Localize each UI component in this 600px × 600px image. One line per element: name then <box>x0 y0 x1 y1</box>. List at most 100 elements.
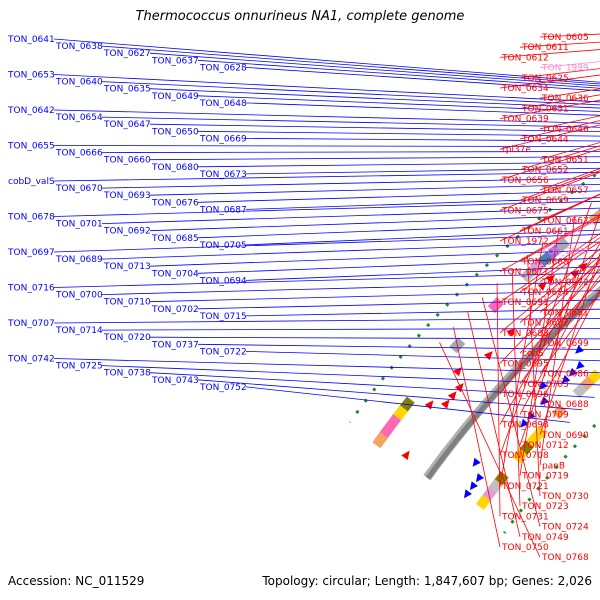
leader-line-right <box>499 214 600 272</box>
leader-line-right <box>511 268 521 507</box>
leader-line-left <box>245 138 600 142</box>
leader-line-left <box>197 257 600 274</box>
gene-label-left: TON_0676 <box>151 198 199 208</box>
gene-label-left: TON_0673 <box>199 170 247 180</box>
leader-line-right <box>481 297 541 527</box>
gene-label-right: TON_0723 <box>521 502 569 512</box>
leader-line-right <box>453 327 501 548</box>
gene-label-left: TON_0647 <box>103 120 151 130</box>
gene-label-right: TON_0657 <box>541 186 589 196</box>
gene-label-left: TON_0654 <box>55 113 103 123</box>
gene-label-right: TON_0682 <box>521 319 569 329</box>
gene-label-right: TON_0681 <box>541 308 589 318</box>
leader-line-left <box>101 328 600 331</box>
gene-label-right: TON_0652 <box>521 166 569 176</box>
leader-line-left <box>149 123 600 132</box>
leader-line-left <box>149 156 600 161</box>
gene-arrow-reverse <box>401 450 410 461</box>
leader-line-left <box>197 190 600 203</box>
leader-line-right <box>539 33 600 38</box>
gene-label-left: TON_0700 <box>55 291 103 301</box>
leader-line-right <box>499 258 600 364</box>
cog-box-forward <box>572 383 588 399</box>
gene-label-left: TON_0743 <box>151 376 199 386</box>
cog-box-reverse <box>372 432 388 449</box>
leader-line-left <box>149 290 600 303</box>
leader-line-left <box>149 88 600 109</box>
gene-arrow-reverse <box>506 327 516 337</box>
gene-label-left: cobD_valS <box>8 177 55 187</box>
leader-line-right <box>519 212 600 446</box>
label-layer: 580 kbp600 kbp620 kbp640 kbp660 kbp680 k… <box>7 33 589 563</box>
leader-line-right <box>499 241 544 486</box>
leader-line-left <box>101 241 600 260</box>
leader-line-left <box>197 343 600 351</box>
leader-line-left <box>149 372 595 398</box>
leader-line-left <box>245 167 600 175</box>
leader-line-left <box>149 336 600 340</box>
cog-box-forward <box>475 494 491 510</box>
leader-line-right <box>519 255 600 323</box>
gene-label-left: TON_0693 <box>103 191 151 201</box>
gene-arrow-reverse <box>537 281 547 291</box>
gene-label-right: TON_0656 <box>501 176 549 186</box>
gene-label-left: TON_0694 <box>199 276 247 286</box>
gene-label-right: TON_0690 <box>541 431 589 441</box>
gene-label-left: TON_0752 <box>199 383 247 393</box>
gene-arrow-reverse <box>440 399 450 409</box>
leader-line-left <box>53 358 600 374</box>
gene-label-right: TON_0691 <box>501 298 549 308</box>
gene-label-left: TON_0660 <box>103 156 151 166</box>
gene-label-right: panB <box>542 461 565 471</box>
gene-label-right: TON_0699 <box>541 339 589 349</box>
gene-label-right: TON_0612 <box>501 53 549 63</box>
gene-arrow-forward <box>561 374 571 384</box>
gene-label-left: TON_0685 <box>151 234 199 244</box>
gene-label-right: TON_0709 <box>521 410 569 420</box>
leader-line-left <box>197 299 600 310</box>
leader-line-left <box>149 52 600 87</box>
gene-label-right: TON_0671 <box>501 268 549 278</box>
leader-line-right <box>519 274 600 385</box>
gene-label-right: TON_0688 <box>541 400 589 410</box>
gene-label-right: TON_0644 <box>521 135 569 145</box>
leader-line-left <box>53 38 600 83</box>
gene-label-right: cobS <box>522 349 544 359</box>
gene-label-left: TON_0714 <box>55 326 103 336</box>
gene-label-right: TON_0708 <box>501 451 549 461</box>
leader-line-left <box>53 234 600 253</box>
leader-line-right <box>499 193 600 242</box>
gene-label-right: TON_0661 <box>521 227 569 237</box>
gene-arrow-forward <box>475 473 485 483</box>
gene-arrow-forward <box>463 489 473 499</box>
gene-arrow-reverse <box>447 391 457 401</box>
leader-line-right <box>499 242 600 425</box>
gene-label-left: TON_0653 <box>7 71 55 81</box>
leader-line-right <box>519 216 600 262</box>
leader-line-left <box>53 200 600 217</box>
gene-arrow-forward <box>469 481 478 491</box>
leader-line-right <box>527 255 541 497</box>
gene-label-right: TON_0639 <box>501 115 549 125</box>
gene-label-right: TON_0651 <box>541 155 589 165</box>
leader-line-left <box>53 171 600 182</box>
gene-label-right: TON_0646 <box>541 125 589 135</box>
leader-line-right <box>539 289 600 405</box>
leader-line-right <box>499 171 600 211</box>
gene-label-left: TON_0640 <box>55 78 103 88</box>
leader-line-left <box>101 177 600 189</box>
gene-label-left: TON_0648 <box>199 99 247 109</box>
backbone <box>425 289 600 480</box>
gene-arrow-forward <box>520 418 529 428</box>
leader-line-left <box>101 281 600 295</box>
leader-line-left <box>101 45 600 85</box>
gene-label-right: TON_0750 <box>501 543 549 553</box>
gene-label-left: TON_0666 <box>55 149 103 159</box>
gene-label-right: TON_0611 <box>521 43 569 53</box>
gene-label-right: TON_0605 <box>541 33 589 43</box>
leader-line-left <box>101 81 600 106</box>
gene-label-left: TON_0655 <box>7 142 55 152</box>
leader-line-left <box>197 130 600 137</box>
leader-line-left <box>101 116 600 128</box>
